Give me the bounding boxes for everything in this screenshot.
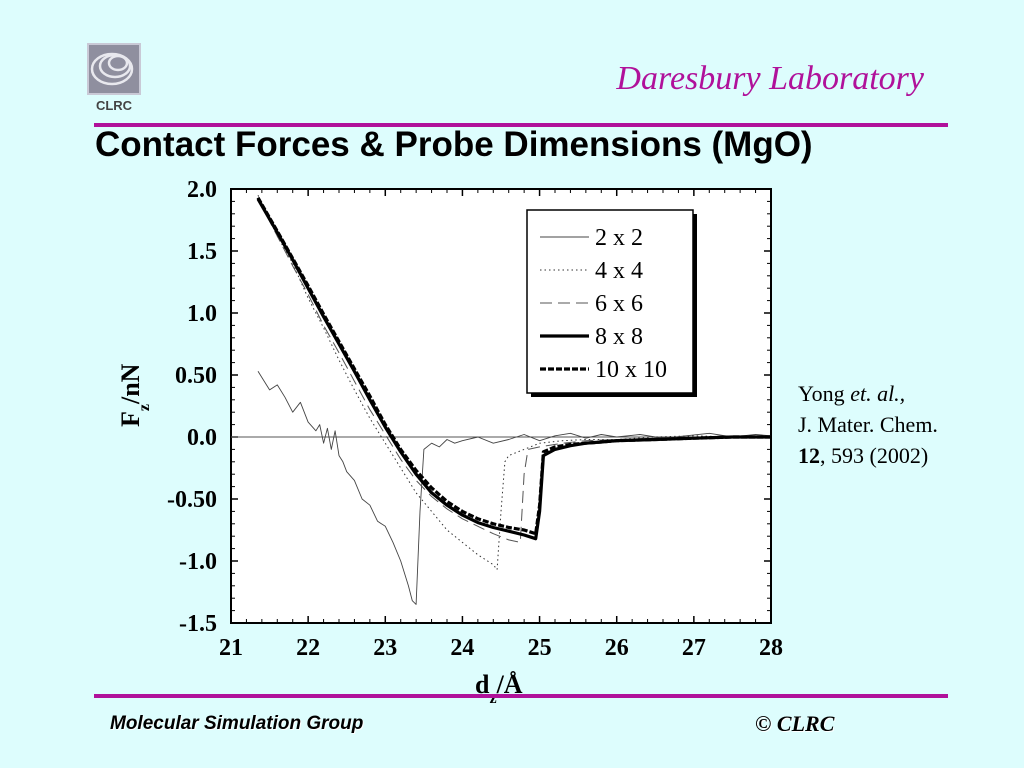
citation-ref-line: 12, 593 (2002) — [798, 440, 938, 471]
y-tick-label: -0.50 — [167, 487, 217, 513]
series-line-10x10 — [256, 196, 771, 536]
footer-group: Molecular Simulation Group — [110, 713, 364, 734]
series-line-2x2 — [257, 371, 772, 605]
slide-title: Contact Forces & Probe Dimensions (MgO) — [95, 125, 813, 164]
footer-copyright: © CLRC — [755, 711, 835, 736]
x-tick-label: 25 — [528, 635, 552, 661]
x-tick-label: 23 — [373, 635, 397, 661]
citation-etal: et. al., — [850, 381, 906, 406]
legend-label: 10 x 10 — [595, 357, 667, 383]
y-tick-label: -1.0 — [179, 549, 217, 575]
citation: Yong et. al., J. Mater. Chem. 12, 593 (2… — [798, 378, 938, 471]
y-tick-label: 0.50 — [175, 363, 217, 389]
x-tick-label: 22 — [296, 635, 320, 661]
series-line-4x4 — [257, 194, 772, 571]
bottom-divider — [94, 694, 948, 698]
x-tick-label: 28 — [759, 635, 783, 661]
citation-journal: J. Mater. Chem. — [798, 412, 938, 437]
ticks-layer — [230, 188, 772, 624]
legend: 2 x 2 4 x 4 6 x 6 8 x 8 10 x 10 — [526, 209, 697, 397]
legend-label: 2 x 2 — [595, 225, 643, 251]
clrc-logo: CLRC — [86, 42, 142, 114]
svg-text:CLRC: CLRC — [96, 98, 133, 113]
legend-box — [526, 209, 694, 394]
lab-name: Daresbury Laboratory — [616, 60, 924, 97]
citation-author-line: Yong et. al., — [798, 378, 938, 409]
x-tick-label: 21 — [219, 635, 243, 661]
series-line-6x6 — [257, 198, 771, 543]
x-tick-label: 24 — [450, 635, 474, 661]
series-layer — [256, 194, 772, 605]
y-tick-label: 2.0 — [187, 177, 217, 203]
y-tick-label: 1.0 — [187, 301, 217, 327]
x-tick-label: 26 — [605, 635, 629, 661]
y-tick-label: 0.0 — [187, 425, 217, 451]
y-tick-label: 1.5 — [187, 239, 217, 265]
x-axis-label: dz/Å — [475, 670, 523, 707]
top-divider — [94, 123, 948, 127]
x-tick-label: 27 — [682, 635, 706, 661]
legend-label: 4 x 4 — [595, 258, 643, 284]
axis-labels: 21 22 23 24 25 26 27 28 2.0 1.5 1.0 0.50 0.0 -0.50 -1.… — [116, 177, 783, 707]
y-axis-label: Fz/nN — [116, 363, 153, 427]
legend-label: 6 x 6 — [595, 291, 643, 317]
citation-pages-year: , 593 (2002) — [820, 443, 929, 468]
legend-label: 8 x 8 — [595, 324, 643, 350]
citation-volume: 12 — [798, 443, 820, 468]
y-tick-label: -1.5 — [179, 611, 217, 637]
citation-author: Yong — [798, 381, 845, 406]
